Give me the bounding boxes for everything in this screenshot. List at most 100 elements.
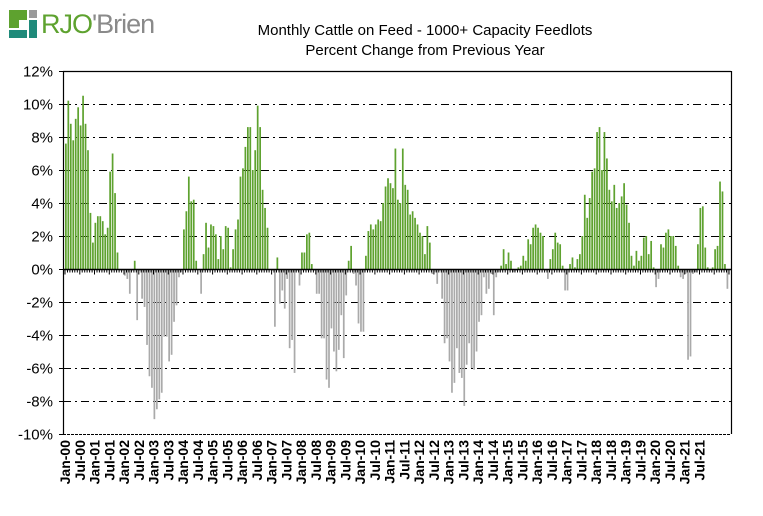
bar [143,269,146,307]
bar [175,269,178,306]
bar [165,269,168,337]
bar [337,269,340,350]
x-tick-label: Jul-10 [367,440,383,481]
x-tick-label: Jul-18 [603,440,619,481]
bar [566,269,569,291]
bar [672,236,675,269]
bar [239,176,242,269]
bar [163,269,166,337]
bar [153,269,156,420]
x-tick-label: Jan-18 [588,440,604,485]
bar [485,269,488,294]
bar [99,216,102,269]
bar [141,269,143,299]
bar [397,199,399,269]
bar [96,216,99,269]
bar [74,118,77,269]
bar [192,199,195,269]
bar [529,244,532,269]
bar [537,227,539,269]
bar [124,269,126,276]
bar [684,269,687,274]
bar [642,237,645,269]
bar [72,140,75,269]
bar [342,269,345,359]
bar [158,269,161,400]
bar [345,269,348,296]
bar [330,269,333,329]
bar [569,264,571,269]
bar [111,153,114,269]
bar [697,244,699,269]
x-tick-label: Jul-04 [190,440,206,481]
bar [532,227,534,269]
x-tick-label: Jan-15 [500,440,516,485]
bar [487,269,490,289]
bar [160,269,163,393]
chart-subtitle: Percent Change from Previous Year [305,42,545,59]
bar [638,260,640,269]
bar [608,189,611,269]
bar [716,245,719,269]
x-tick-label: Jan-08 [293,440,309,485]
bar [288,269,291,349]
x-tick-label: Jan-05 [205,440,221,485]
x-tick-label: Jul-01 [101,440,117,481]
bar [456,269,458,349]
bar [244,146,247,269]
y-tick-label: -10% [18,427,53,444]
x-tick-label: Jul-00 [72,440,88,481]
x-tick-label: Jan-16 [529,440,545,485]
bar [473,269,475,370]
bar [601,170,603,269]
bar [721,191,724,269]
y-tick-label: 0% [31,262,53,279]
bar [443,269,446,344]
bar [655,269,657,288]
bar [719,181,721,269]
bar [598,127,601,269]
y-tick-label: -6% [26,361,53,378]
bar [254,150,257,269]
bar [583,194,586,269]
bar [377,219,380,269]
bar [365,255,367,269]
bar [581,236,584,269]
bar [650,240,653,269]
x-tick-label: Jul-13 [455,440,471,481]
bar [246,127,249,269]
bar [704,247,707,269]
bar [660,244,662,269]
bar [298,269,301,286]
bar [542,236,544,269]
bar [633,265,635,269]
bar [128,269,131,294]
x-tick-label: Jan-02 [116,440,132,485]
bar [374,224,377,269]
bar [357,269,360,324]
x-tick-label: Jan-00 [57,440,73,485]
bar [421,236,424,269]
bar [232,249,234,269]
bar [278,269,281,304]
bar [610,201,613,269]
bar [657,269,660,279]
x-tick-label: Jul-12 [426,440,442,481]
x-tick-label: Jul-06 [249,440,265,481]
x-tick-label: Jan-01 [87,440,103,485]
bar [448,269,451,362]
bar [551,249,554,269]
bar [215,234,217,269]
bar [453,269,456,383]
bar [210,224,212,269]
bar [87,150,89,269]
bar [148,269,151,377]
bar [662,247,665,269]
bar [687,269,689,360]
bar [155,269,158,410]
bar [291,269,293,340]
bar [170,269,173,355]
bar [328,269,330,388]
bar [212,226,215,269]
bar [242,168,244,269]
